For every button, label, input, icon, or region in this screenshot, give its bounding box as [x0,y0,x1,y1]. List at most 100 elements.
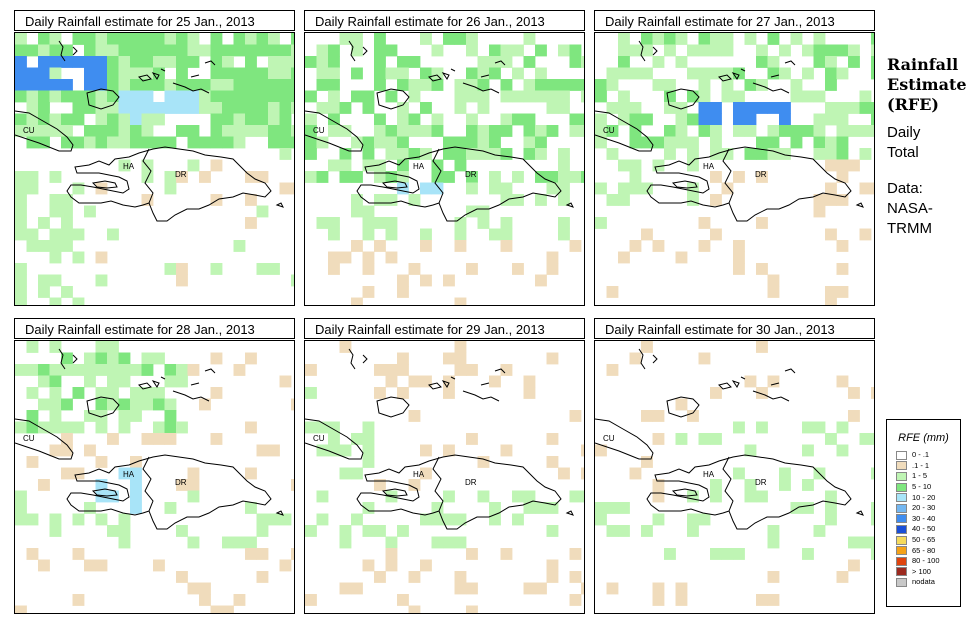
rainfall-cell [339,33,352,45]
rainfall-cell [49,125,62,137]
rainfall-cell [245,90,257,103]
rainfall-cell [569,44,582,57]
rainfall-cell [95,56,108,68]
legend-item: 20 - 30 [896,503,960,514]
coastline [356,146,562,222]
rainfall-cell [569,548,582,560]
rainfall-cell [328,228,340,241]
rainfall-cell [72,387,85,399]
legend-item: 40 - 50 [896,524,960,535]
rainfall-cell [305,148,317,160]
rainfall-cell [721,33,734,45]
legend-label: .1 - 1 [912,460,930,470]
rainfall-cell [546,525,559,537]
rainfall-cell [362,456,375,468]
rainfall-cell [431,79,444,91]
rainfall-cell [790,90,803,103]
rainfall-cell [164,263,177,275]
rainfall-cell [130,387,142,399]
rainfall-cell [187,364,200,376]
rainfall-cell [397,159,409,172]
rainfall-cell [443,274,455,287]
rainfall-cell [385,364,398,376]
rainfall-cell [305,364,317,376]
rainfall-cell [107,56,119,68]
rainfall-cell [328,217,340,229]
rainfall-cell [222,90,234,103]
rainfall-cell [328,90,340,103]
rainfall-cell [825,502,837,514]
rainfall-cell [675,594,688,606]
rainfall-cell [49,410,62,422]
source-text: Data: NASA- TRMM [887,179,967,239]
rainfall-cell [26,102,39,114]
rainfall-cell [385,217,398,229]
rainfall-cell [164,33,177,45]
rainfall-cell [813,33,826,45]
rainfall-cell [825,490,837,503]
rainfall-cell [569,571,582,583]
rainfall-cell [546,90,559,103]
rainfall-cell [210,159,223,172]
rainfall-cell [825,67,837,80]
rainfall-cell [279,113,292,126]
rainfall-cell [767,286,780,298]
coastline [494,368,506,374]
rainfall-cell [374,194,386,206]
rainfall-cell [733,171,745,183]
rainfall-cell [675,398,688,411]
rainfall-cell [130,398,142,411]
rainfall-cell [546,182,559,195]
legend-swatch [896,514,907,524]
coastline [362,46,368,56]
panel-title: Daily Rainfall estimate for 30 Jan., 201… [594,318,875,339]
coastline [770,382,780,386]
rainfall-cell [408,410,421,422]
rainfall-cell [767,525,780,537]
rainfall-cell [279,136,292,149]
rainfall-cell [767,536,780,549]
rainfall-cell [431,113,444,126]
rainfall-map: CU HA DR [304,340,585,614]
rainfall-cell [245,33,257,45]
rainfall-cell [698,44,711,57]
rainfall-cell [339,582,352,595]
rainfall-cell [581,56,584,68]
rainfall-cell [362,251,375,264]
rainfall-cell [489,44,501,57]
rainfall-cell [871,467,874,480]
rainfall-cell [710,67,722,80]
rainfall-cell [15,297,27,305]
rainfall-cell [687,182,699,195]
coastline [15,110,74,152]
rainfall-cell [652,159,665,172]
legend-label: 1 - 5 [912,471,928,481]
rainfall-cell [569,171,582,183]
rainfall-cell [836,263,849,275]
rainfall-cell [164,136,177,149]
rainfall-cell [385,536,398,549]
rainfall-cell [72,467,85,480]
rainfall-cell [339,125,352,137]
coastline [671,488,698,497]
rainfall-cell [328,56,340,68]
rainfall-cell [153,33,165,45]
coastline [72,46,78,56]
legend-swatch [896,471,907,481]
rainfall-cell [558,182,570,195]
rainfall-cell [107,44,119,57]
rainfall-cell [546,433,559,445]
coastline [450,68,456,72]
rainfall-cell [130,79,142,91]
rainfall-cell [397,182,409,195]
rainfall-cell [744,444,757,457]
rainfall-cell [397,125,409,137]
rainfall-cell [141,352,154,365]
rainfall-cell [477,125,490,137]
rainfall-cell [489,171,501,183]
rainfall-cell [84,375,96,388]
rainfall-cell [245,56,257,68]
rainfall-cell [629,136,642,149]
rainfall-cell [141,90,154,103]
rainfall-cell [15,79,27,91]
